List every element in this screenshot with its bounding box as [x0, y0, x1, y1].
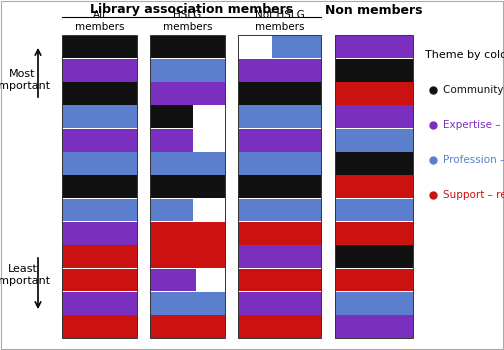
Bar	[150, 59, 225, 82]
Bar	[335, 292, 413, 315]
Bar	[150, 152, 225, 175]
Text: Non members: Non members	[325, 4, 423, 16]
Bar	[335, 315, 413, 338]
Bar	[62, 35, 137, 338]
Bar	[238, 129, 321, 152]
Bar	[62, 105, 137, 128]
Bar	[335, 268, 413, 292]
Bar	[62, 129, 137, 152]
Text: Community – black: Community – black	[443, 85, 504, 95]
Bar	[150, 222, 225, 245]
Bar	[335, 82, 413, 105]
Bar	[238, 222, 321, 245]
Bar	[335, 35, 413, 58]
Text: Library association members: Library association members	[90, 4, 293, 16]
Text: Profession – blue: Profession – blue	[443, 155, 504, 165]
Bar	[62, 59, 137, 82]
Bar	[150, 199, 193, 222]
Bar	[150, 292, 225, 315]
Bar	[335, 245, 413, 268]
Bar	[62, 152, 137, 175]
Bar	[150, 315, 225, 338]
Text: HSLG
members: HSLG members	[163, 10, 212, 32]
Bar	[238, 245, 321, 268]
Bar	[150, 35, 225, 338]
Text: Most
important: Most important	[0, 69, 50, 91]
Bar	[62, 268, 137, 292]
Bar	[238, 315, 321, 338]
Bar	[150, 175, 225, 198]
Bar	[150, 35, 225, 58]
Bar	[150, 245, 225, 268]
Bar	[335, 105, 413, 128]
Bar	[62, 175, 137, 198]
Bar	[238, 268, 321, 292]
Bar	[238, 105, 321, 128]
Bar	[62, 245, 137, 268]
Text: All
members: All members	[75, 10, 124, 32]
Bar	[335, 222, 413, 245]
Bar	[321, 35, 335, 338]
Bar	[62, 315, 137, 338]
Bar	[238, 292, 321, 315]
Text: Theme by colour:: Theme by colour:	[425, 50, 504, 60]
Text: Expertise – purple: Expertise – purple	[443, 120, 504, 130]
Bar	[335, 152, 413, 175]
Bar	[238, 152, 321, 175]
Text: Least
important: Least important	[0, 264, 50, 286]
Bar	[150, 268, 196, 292]
Bar	[150, 105, 193, 128]
Bar	[335, 199, 413, 222]
Bar	[238, 35, 321, 338]
Bar	[62, 35, 137, 58]
Bar	[238, 175, 321, 198]
Bar	[62, 222, 137, 245]
Text: Not HSLG
members: Not HSLG members	[255, 10, 304, 32]
Bar	[238, 82, 321, 105]
Bar	[62, 82, 137, 105]
Bar	[62, 292, 137, 315]
Text: Support – red: Support – red	[443, 190, 504, 200]
Bar	[335, 59, 413, 82]
Bar	[335, 129, 413, 152]
Bar	[335, 35, 413, 338]
Bar	[150, 129, 193, 152]
Bar	[150, 82, 225, 105]
Bar	[238, 199, 321, 222]
Bar	[62, 199, 137, 222]
Bar	[335, 175, 413, 198]
Bar	[272, 35, 321, 58]
Bar	[238, 59, 321, 82]
